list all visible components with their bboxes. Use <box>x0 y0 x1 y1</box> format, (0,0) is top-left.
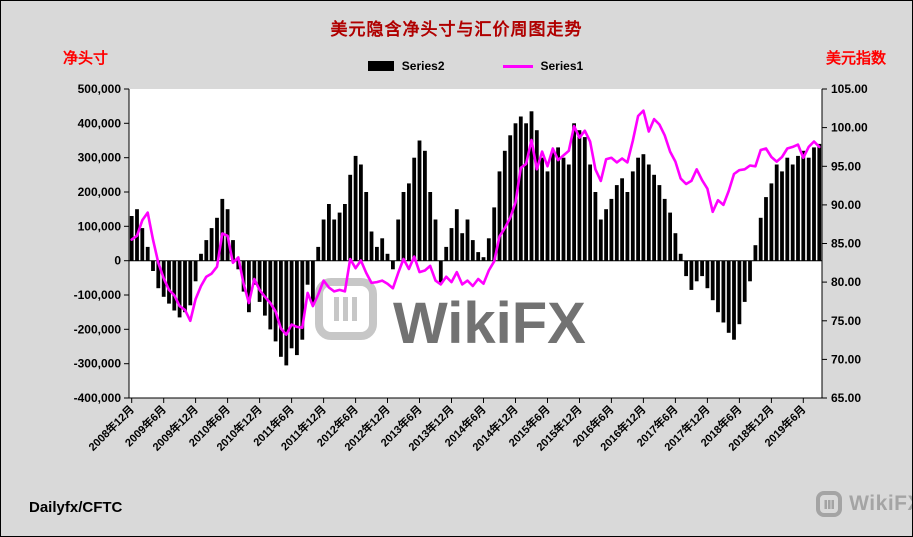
right-axis-tick-label: 75.00 <box>831 314 861 328</box>
dxy-price-line <box>130 109 821 337</box>
right-axis-tick-label: 105.00 <box>831 82 868 96</box>
watermark-logo-bar <box>343 297 348 321</box>
corner-watermark: WikiFX <box>815 490 912 518</box>
right-axis-tick-label: 65.00 <box>831 391 861 405</box>
legend-series1-label: Series1 <box>540 59 584 73</box>
right-axis-tick-label: 100.00 <box>831 121 868 135</box>
right-axis-tick-label: 70.00 <box>831 352 861 366</box>
legend-bar-swatch <box>367 61 394 71</box>
plot-area <box>129 89 822 398</box>
left-axis-tick-label: 100,000 <box>78 219 122 233</box>
watermark-text: WikiFX <box>393 291 586 356</box>
watermark-logo-bar <box>352 297 357 321</box>
right-axis-tick-label: 85.00 <box>831 237 861 251</box>
right-axis-tick-label: 90.00 <box>831 198 861 212</box>
left-axis-tick-label: -300,000 <box>74 357 122 371</box>
corner-watermark-text: WikiFX <box>849 492 912 515</box>
legend-series2-label: Series2 <box>401 59 445 73</box>
wikifx-logo-icon <box>816 491 843 517</box>
chart-title: 美元隐含净头寸与汇价周图走势 <box>330 20 583 39</box>
left-axis-tick-label: 300,000 <box>78 151 122 165</box>
left-axis-tick-label: -100,000 <box>74 288 122 302</box>
left-axis-tick-label: -400,000 <box>74 391 122 405</box>
net-position-bars <box>129 111 822 366</box>
source-credit: Dailyfx/CFTC <box>29 499 123 516</box>
left-axis-tick-label: 200,000 <box>78 185 122 199</box>
legend: Series2 Series1 <box>129 59 822 73</box>
right-axis-tick-label: 95.00 <box>831 159 861 173</box>
legend-line-swatch <box>502 64 533 68</box>
watermark-logo-bar <box>334 297 339 321</box>
left-axis-title: 净头寸 <box>63 50 109 67</box>
right-axis-title: 美元指数 <box>825 50 886 67</box>
left-axis-tick-label: -200,000 <box>74 322 122 336</box>
watermark: WikiFX <box>315 278 586 356</box>
right-axis-tick-label: 80.00 <box>831 275 861 289</box>
left-axis-tick-label: 400,000 <box>78 116 122 130</box>
left-axis-tick-label: 500,000 <box>78 82 122 96</box>
left-axis-tick-label: 0 <box>114 254 121 268</box>
